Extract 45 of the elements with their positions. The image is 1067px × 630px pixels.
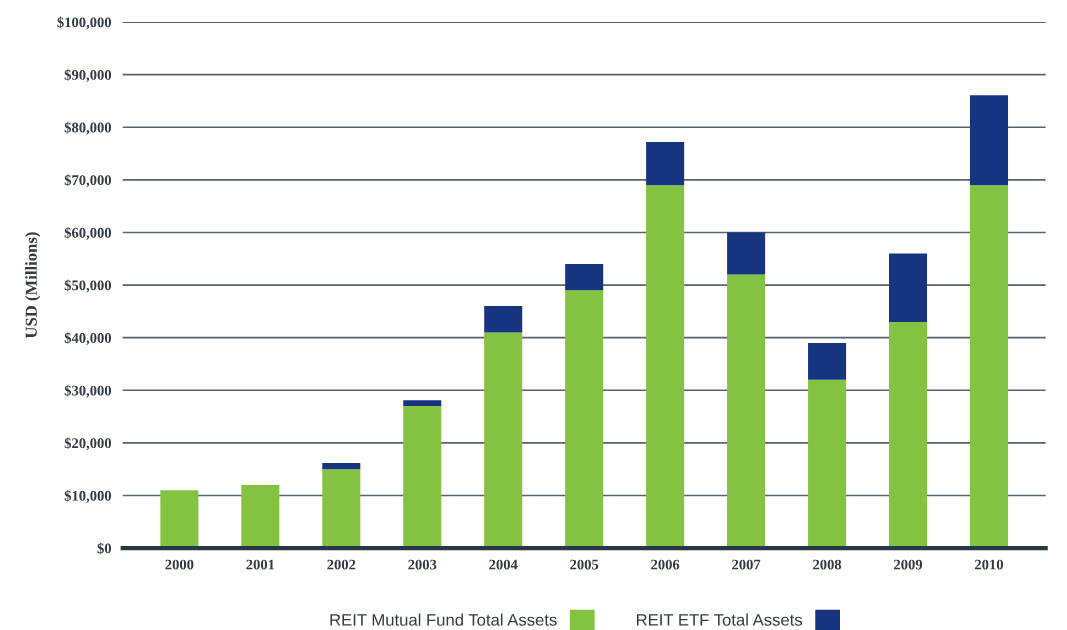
y-tick-label: $70,000 xyxy=(64,174,112,188)
bar xyxy=(808,379,847,549)
x-tick-label: 2009 xyxy=(894,559,923,570)
y-tick-label: $50,000 xyxy=(64,279,112,293)
bar xyxy=(241,484,280,549)
x-tick-label: 2005 xyxy=(570,559,599,570)
bar xyxy=(889,321,928,549)
y-tick-label: $10,000 xyxy=(64,490,112,503)
bar xyxy=(727,274,766,549)
legend-label: REIT ETF Total Assets xyxy=(636,613,803,626)
x-tick-label: 2003 xyxy=(408,559,437,570)
y-tick-label: $90,000 xyxy=(64,69,112,82)
bar xyxy=(727,232,766,275)
x-tick-label: 2007 xyxy=(732,559,761,570)
y-tick-label: $80,000 xyxy=(64,121,112,135)
bar xyxy=(646,141,685,186)
bar xyxy=(484,332,523,549)
bar xyxy=(322,469,361,549)
bar xyxy=(969,95,1009,186)
y-tick-label: $100,000 xyxy=(57,16,112,30)
y-tick-label: $40,000 xyxy=(64,332,112,345)
bar xyxy=(969,185,1009,549)
x-tick-label: 2004 xyxy=(489,559,518,570)
bar xyxy=(403,406,442,549)
bar xyxy=(565,290,604,549)
y-tick-label: $30,000 xyxy=(64,384,112,398)
x-tick-label: 2001 xyxy=(246,559,275,570)
x-tick-label: 2002 xyxy=(327,559,356,570)
x-tick-label: 2000 xyxy=(165,559,194,570)
bar xyxy=(322,462,361,470)
y-axis-title: USD (Millions) xyxy=(25,232,41,339)
bar xyxy=(160,490,199,549)
x-tick-label: 2010 xyxy=(975,559,1004,570)
bar xyxy=(484,306,523,333)
y-tick-label: $0 xyxy=(97,542,112,555)
y-tick-label: $20,000 xyxy=(64,437,112,451)
x-tick-label: 2008 xyxy=(813,559,842,570)
x-tick-label: 2006 xyxy=(651,559,680,570)
bar xyxy=(808,342,847,380)
bar xyxy=(403,400,442,407)
y-tick-label: $60,000 xyxy=(64,226,112,240)
bar xyxy=(889,253,928,322)
bar xyxy=(565,264,604,291)
bar xyxy=(646,185,685,549)
legend-label: REIT Mutual Fund Total Assets xyxy=(330,613,557,626)
